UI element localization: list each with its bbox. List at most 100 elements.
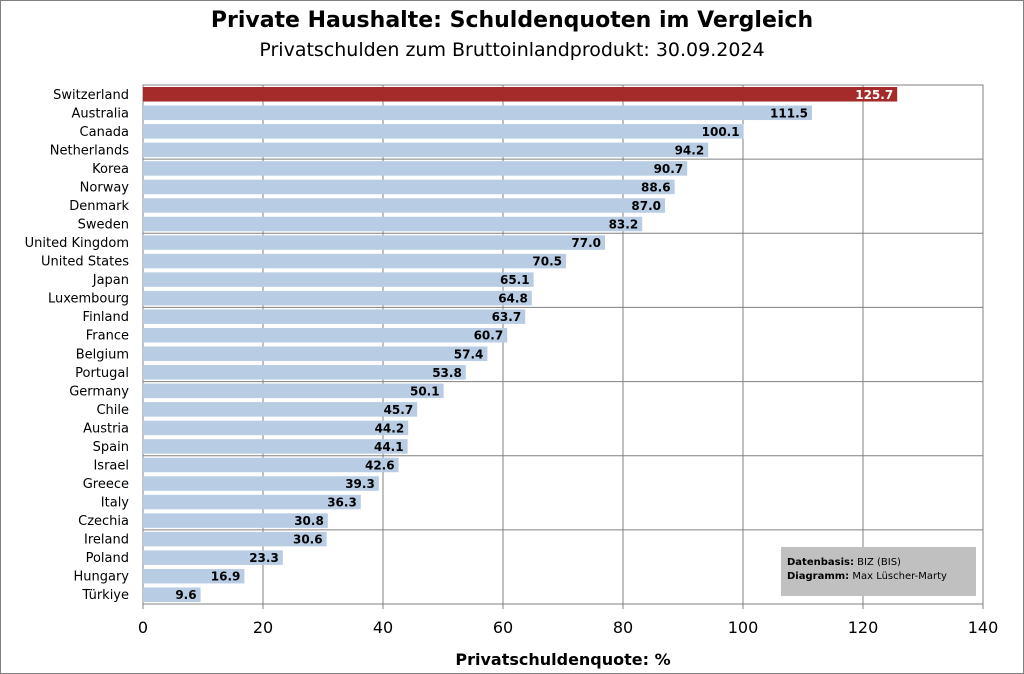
- category-label: United States: [41, 255, 129, 270]
- category-label: Netherlands: [50, 143, 129, 158]
- bar-türkiye: [143, 587, 201, 602]
- value-label: 125.7: [855, 88, 893, 102]
- value-label: 64.8: [498, 292, 528, 306]
- bar-korea: [143, 161, 688, 176]
- x-tick-label: 60: [493, 618, 513, 637]
- x-tick-label: 120: [848, 618, 879, 637]
- bar-czechia: [143, 513, 328, 528]
- x-tick-layer: 0 20 40 60 80 100 120 140: [138, 604, 998, 637]
- category-label: Chile: [96, 403, 129, 418]
- source-box: Datenbasis: BIZ (BIS) Diagramm: Max Lüsc…: [781, 547, 976, 596]
- bar-belgium: [143, 346, 488, 362]
- value-label: 65.1: [500, 273, 530, 287]
- bar-hungary: [143, 568, 245, 584]
- category-label: Luxembourg: [48, 292, 129, 307]
- value-label: 87.0: [631, 199, 661, 213]
- category-label: Switzerland: [53, 88, 129, 103]
- bar-portugal: [143, 365, 466, 380]
- bar-layer: [143, 87, 898, 602]
- x-tick-label: 40: [373, 618, 393, 637]
- value-label: 45.7: [384, 403, 414, 417]
- category-label: United Kingdom: [25, 236, 129, 251]
- value-label: 42.6: [365, 458, 395, 472]
- value-label: 60.7: [474, 329, 504, 343]
- category-label: Italy: [101, 496, 130, 511]
- label-layer: Switzerland 125.7 Australia 111.5 Canada 100.…: [25, 88, 894, 603]
- value-label: 88.6: [641, 180, 671, 194]
- category-label: Hungary: [73, 570, 129, 585]
- category-label: Germany: [69, 384, 129, 399]
- category-label: Czechia: [78, 514, 129, 529]
- bar-united-kingdom: [143, 235, 605, 250]
- value-label: 44.2: [375, 421, 405, 435]
- value-label: 39.3: [345, 477, 375, 491]
- bar-netherlands: [143, 142, 709, 158]
- bar-chile: [143, 402, 418, 417]
- value-label: 53.8: [432, 366, 462, 380]
- category-label: Korea: [92, 162, 129, 177]
- value-label: 44.1: [374, 440, 404, 454]
- chart-title: Private Haushalte: Schuldenquoten im Ver…: [210, 8, 814, 33]
- category-label: Greece: [83, 477, 129, 492]
- value-label: 50.1: [410, 384, 440, 398]
- category-label: Poland: [86, 551, 129, 566]
- value-label: 23.3: [249, 551, 279, 565]
- datenbasis-label: Datenbasis:: [787, 557, 854, 568]
- category-label: France: [86, 329, 129, 344]
- bar-greece: [143, 476, 379, 491]
- value-label: 111.5: [770, 106, 808, 120]
- bar-switzerland: [143, 87, 898, 102]
- category-label: Türkiye: [81, 588, 129, 603]
- value-label: 90.7: [654, 162, 684, 176]
- category-label: Belgium: [76, 347, 129, 362]
- category-label: Finland: [83, 310, 129, 325]
- bar-france: [143, 327, 508, 343]
- value-label: 83.2: [609, 218, 639, 232]
- bar-poland: [143, 550, 283, 565]
- category-label: Spain: [93, 440, 129, 455]
- value-label: 16.9: [211, 570, 241, 584]
- source-line-datenbasis: Datenbasis: BIZ (BIS): [787, 556, 976, 570]
- x-tick-label: 80: [613, 618, 633, 637]
- diagramm-label: Diagramm:: [787, 571, 850, 582]
- category-label: Australia: [71, 106, 129, 121]
- bar-germany: [143, 383, 444, 399]
- category-label: Israel: [93, 458, 129, 473]
- category-label: Ireland: [84, 533, 129, 548]
- value-label: 9.6: [175, 588, 196, 602]
- value-label: 63.7: [492, 310, 522, 324]
- bar-sweden: [143, 216, 643, 232]
- category-label: Norway: [80, 180, 130, 195]
- x-tick-label: 20: [253, 618, 273, 637]
- bar-spain: [143, 439, 408, 454]
- category-label: Portugal: [75, 366, 129, 381]
- value-label: 100.1: [702, 125, 740, 139]
- datenbasis-value: BIZ (BIS): [857, 557, 901, 568]
- chart-subtitle: Privatschulden zum Bruttoinlandprodukt: …: [259, 39, 765, 61]
- bar-italy: [143, 494, 361, 510]
- value-label: 36.3: [327, 496, 357, 510]
- bar-ireland: [143, 531, 327, 547]
- source-line-diagramm: Diagramm: Max Lüscher-Marty: [787, 570, 976, 584]
- bar-australia: [143, 105, 812, 121]
- bar-denmark: [143, 198, 665, 213]
- diagramm-value: Max Lüscher-Marty: [852, 571, 947, 582]
- x-tick-label: 100: [728, 618, 759, 637]
- bar-japan: [143, 272, 534, 287]
- value-label: 77.0: [571, 236, 601, 250]
- category-label: Austria: [83, 421, 129, 436]
- bar-canada: [143, 124, 744, 139]
- value-label: 30.8: [294, 514, 324, 528]
- bar-austria: [143, 420, 409, 436]
- x-tick-label: 140: [968, 618, 999, 637]
- category-label: Canada: [80, 125, 129, 140]
- x-tick-label: 0: [138, 618, 148, 637]
- value-label: 30.6: [293, 533, 323, 547]
- bar-norway: [143, 179, 675, 195]
- category-label: Japan: [92, 273, 129, 288]
- plot-border: [142, 84, 984, 605]
- value-label: 70.5: [532, 255, 562, 269]
- category-label: Sweden: [78, 218, 129, 233]
- bar-luxembourg: [143, 290, 532, 306]
- category-label: Denmark: [69, 199, 129, 214]
